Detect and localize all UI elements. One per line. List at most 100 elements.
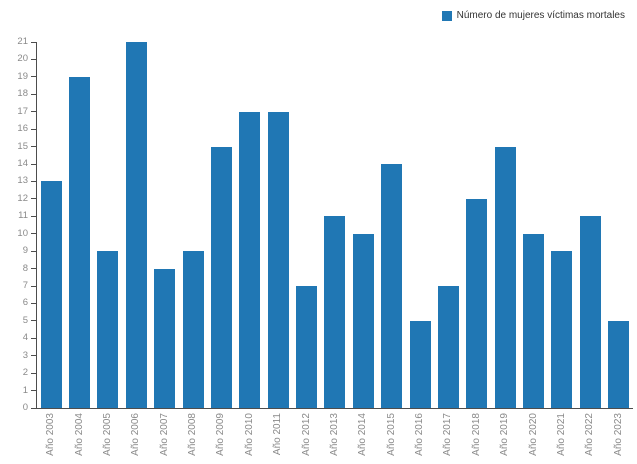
y-tick-label-11: 11	[18, 210, 28, 222]
x-tick-label-2023: Año 2023	[612, 413, 624, 456]
y-tick-label-2: 2	[22, 367, 28, 379]
y-tick-label-16: 16	[17, 123, 28, 135]
bar-2009[interactable]	[210, 146, 232, 408]
bar-2010[interactable]	[239, 111, 261, 408]
bar-slot	[576, 42, 604, 408]
legend-label: Número de mujeres víctimas mortales	[456, 10, 625, 21]
bar-2008[interactable]	[182, 251, 204, 408]
bar-2016[interactable]	[409, 320, 431, 408]
x-tick-label-2019: Año 2019	[499, 413, 511, 456]
y-tick-mark-11	[31, 215, 37, 217]
bar-2019[interactable]	[494, 146, 516, 408]
x-tick-label-2010: Año 2010	[243, 413, 255, 456]
y-tick-label-14: 14	[17, 158, 28, 170]
x-tick-label-2018: Año 2018	[470, 413, 482, 456]
y-tick-mark-21	[31, 41, 37, 43]
x-label-slot: Año 2011	[264, 413, 292, 464]
legend-item[interactable]: Número de mujeres víctimas mortales	[441, 10, 625, 22]
x-label-slot: Año 2015	[378, 413, 406, 464]
y-tick-label-15: 15	[17, 140, 28, 152]
x-tick-label-2015: Año 2015	[385, 413, 397, 456]
bar-2020[interactable]	[523, 233, 545, 408]
y-tick-mark-2	[31, 372, 37, 374]
y-tick-label-9: 9	[22, 245, 28, 257]
y-tick-mark-9	[31, 250, 37, 252]
y-tick-label-21: 21	[17, 36, 28, 47]
bar-2018[interactable]	[466, 198, 488, 408]
x-tick-label-2020: Año 2020	[527, 413, 539, 456]
bar-2015[interactable]	[381, 164, 403, 408]
y-tick-mark-4	[31, 337, 37, 339]
x-tick-label-2007: Año 2007	[158, 413, 170, 456]
y-tick-mark-0	[31, 407, 37, 409]
bar-2006[interactable]	[125, 42, 147, 408]
x-tick-label-2014: Año 2014	[357, 413, 369, 456]
bar-slot	[236, 42, 264, 408]
bar-slot	[519, 42, 547, 408]
y-tick-mark-7	[31, 285, 37, 287]
y-tick-label-7: 7	[22, 280, 28, 292]
x-label-slot: Año 2014	[349, 413, 377, 464]
bar-slot	[378, 42, 406, 408]
y-tick-mark-8	[31, 268, 37, 270]
y-tick-label-20: 20	[17, 53, 28, 65]
bar-2014[interactable]	[352, 233, 374, 408]
bar-2023[interactable]	[608, 320, 630, 408]
bar-slot	[434, 42, 462, 408]
bar-2007[interactable]	[154, 268, 176, 408]
bar-2003[interactable]	[40, 181, 62, 408]
bar-2022[interactable]	[579, 216, 601, 408]
y-tick-mark-3	[31, 355, 37, 357]
bar-2005[interactable]	[97, 251, 119, 408]
bar-2013[interactable]	[324, 216, 346, 408]
x-label-slot: Año 2020	[519, 413, 547, 464]
bar-slot	[207, 42, 235, 408]
x-label-slot: Año 2010	[236, 413, 264, 464]
bar-slot	[264, 42, 292, 408]
bar-slot	[406, 42, 434, 408]
y-tick-label-5: 5	[22, 314, 28, 326]
bar-slot	[321, 42, 349, 408]
bars-container	[37, 42, 633, 408]
x-tick-label-2011: Año 2011	[272, 413, 284, 456]
x-label-slot: Año 2018	[463, 413, 491, 464]
bar-2021[interactable]	[551, 251, 573, 408]
bar-slot	[151, 42, 179, 408]
x-tick-label-2008: Año 2008	[187, 413, 199, 456]
x-tick-label-2005: Año 2005	[101, 413, 113, 456]
y-tick-mark-10	[31, 233, 37, 235]
y-tick-mark-16	[31, 128, 37, 130]
bar-2017[interactable]	[437, 286, 459, 408]
bar-2004[interactable]	[69, 76, 91, 408]
x-label-slot: Año 2005	[94, 413, 122, 464]
bar-slot	[37, 42, 65, 408]
x-label-slot: Año 2008	[179, 413, 207, 464]
x-label-slot: Año 2009	[207, 413, 235, 464]
y-tick-mark-1	[31, 390, 37, 392]
y-tick-mark-13	[31, 180, 37, 182]
x-tick-label-2012: Año 2012	[300, 413, 312, 456]
x-tick-label-2022: Año 2022	[584, 413, 596, 456]
y-tick-mark-19	[31, 76, 37, 78]
bar-slot	[65, 42, 93, 408]
bar-2012[interactable]	[296, 286, 318, 408]
y-tick-label-18: 18	[17, 88, 28, 100]
bar-slot	[548, 42, 576, 408]
bar-slot	[179, 42, 207, 408]
x-tick-label-2013: Año 2013	[328, 413, 340, 456]
bar-slot	[349, 42, 377, 408]
x-axis-labels: Año 2003 Año 2004 Año 2005 Año 2006 Año 2007…	[37, 413, 633, 464]
x-label-slot: Año 2012	[292, 413, 320, 464]
x-label-slot: Año 2007	[151, 413, 179, 464]
y-tick-mark-12	[31, 198, 37, 200]
x-tick-label-2003: Año 2003	[45, 413, 57, 456]
x-tick-label-2006: Año 2006	[130, 413, 142, 456]
y-tick-mark-14	[31, 163, 37, 165]
x-tick-label-2004: Año 2004	[73, 413, 85, 456]
bar-2011[interactable]	[267, 111, 289, 408]
x-label-slot: Año 2004	[65, 413, 93, 464]
bar-slot	[463, 42, 491, 408]
y-tick-mark-17	[31, 111, 37, 113]
y-tick-label-3: 3	[22, 349, 28, 361]
